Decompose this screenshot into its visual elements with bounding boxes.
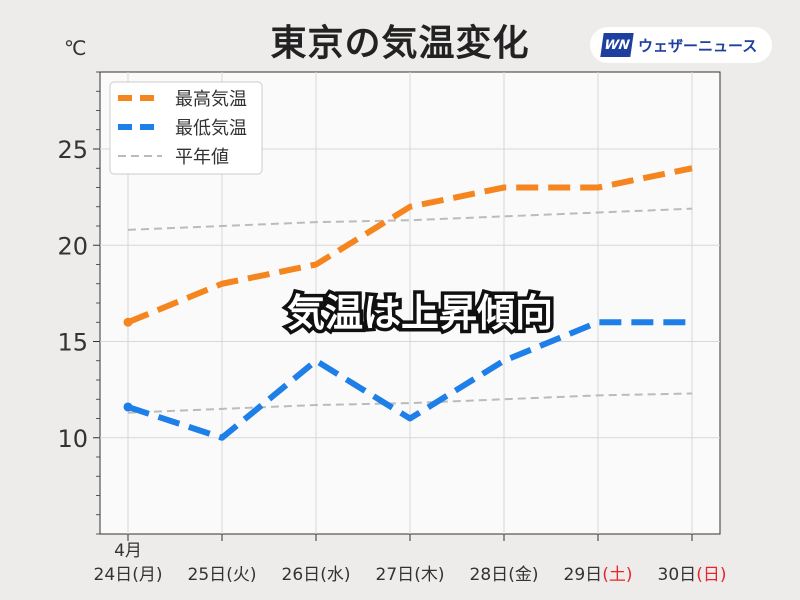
y-axis-unit: ℃ xyxy=(64,36,87,60)
x-tick-label: 28日(金) xyxy=(470,565,539,585)
x-tick-label: 26日(水) xyxy=(282,565,351,585)
x-tick-label: 29日(土) xyxy=(564,565,633,585)
legend-box xyxy=(109,81,263,175)
series-line xyxy=(127,319,692,441)
month-label: 4月 xyxy=(114,541,142,561)
legend-label: 平年値 xyxy=(175,147,229,168)
brand-badge: WN ウェザーニュース xyxy=(590,27,772,63)
series-line xyxy=(127,392,693,414)
x-tick-label: 27日(木) xyxy=(376,565,445,585)
brand-name: ウェザーニュース xyxy=(638,36,758,55)
series-start-point xyxy=(123,402,133,412)
x-tick-label: 24日(月) xyxy=(94,565,163,585)
y-tick-label: 20 xyxy=(57,232,88,260)
chart-title: 東京の気温変化 xyxy=(270,23,530,64)
legend-label: 最低気温 xyxy=(175,118,247,139)
legend-label: 最高気温 xyxy=(175,89,247,110)
y-tick-label: 25 xyxy=(57,136,88,164)
series-line xyxy=(127,207,693,231)
trend-banner: 気温は上昇傾向 xyxy=(283,288,556,339)
series-line xyxy=(126,165,693,326)
x-tick-label: 30日(日) xyxy=(658,565,727,585)
series-start-point xyxy=(123,317,133,327)
y-tick-label: 10 xyxy=(57,425,88,453)
y-tick-label: 15 xyxy=(57,329,88,357)
x-tick-label: 25日(火) xyxy=(188,565,257,585)
